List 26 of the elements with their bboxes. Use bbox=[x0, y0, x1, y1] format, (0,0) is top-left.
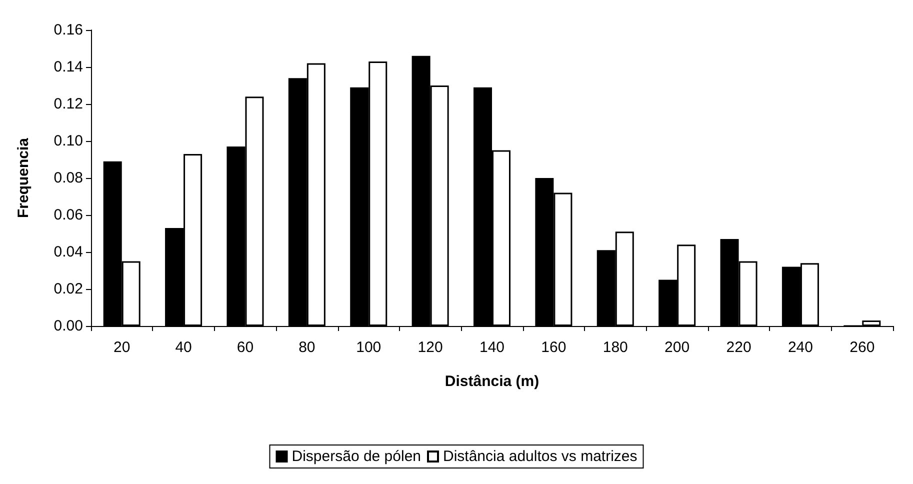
x-axis-title: Distância (m) bbox=[444, 373, 540, 390]
x-tick-label: 40 bbox=[175, 339, 192, 356]
x-tick-label: 260 bbox=[850, 339, 875, 356]
y-tick-label: 0.04 bbox=[54, 244, 83, 260]
x-tick-label: 160 bbox=[541, 339, 566, 356]
x-tick-label: 180 bbox=[602, 339, 628, 356]
y-tick-label: 0.16 bbox=[54, 22, 83, 38]
y-axis-title: Frequencia bbox=[15, 137, 32, 218]
y-tick-label: 0.10 bbox=[54, 132, 83, 150]
x-tick-label: 100 bbox=[356, 339, 382, 356]
y-tick-label: 0.12 bbox=[54, 96, 83, 112]
x-tick-label: 220 bbox=[726, 339, 752, 356]
x-tick-label: 240 bbox=[788, 339, 813, 356]
y-tick-label: 0.02 bbox=[54, 280, 83, 298]
x-tick-label: 80 bbox=[298, 339, 316, 356]
x-tick-label: 140 bbox=[479, 339, 505, 356]
x-tick-label: 20 bbox=[114, 339, 130, 356]
y-tick-label: 0.08 bbox=[54, 170, 83, 186]
y-tick-label: 0.06 bbox=[54, 206, 83, 224]
x-tick-label: 120 bbox=[418, 339, 443, 356]
x-tick-label: 200 bbox=[664, 339, 690, 356]
x-tick-label: 60 bbox=[236, 339, 254, 356]
legend-label: Distância adultos vs matrizes bbox=[443, 448, 638, 465]
y-tick-label: 0.14 bbox=[54, 58, 83, 76]
legend-label: Dispersão de pólen bbox=[292, 448, 422, 465]
y-tick-label: 0.00 bbox=[54, 318, 83, 334]
